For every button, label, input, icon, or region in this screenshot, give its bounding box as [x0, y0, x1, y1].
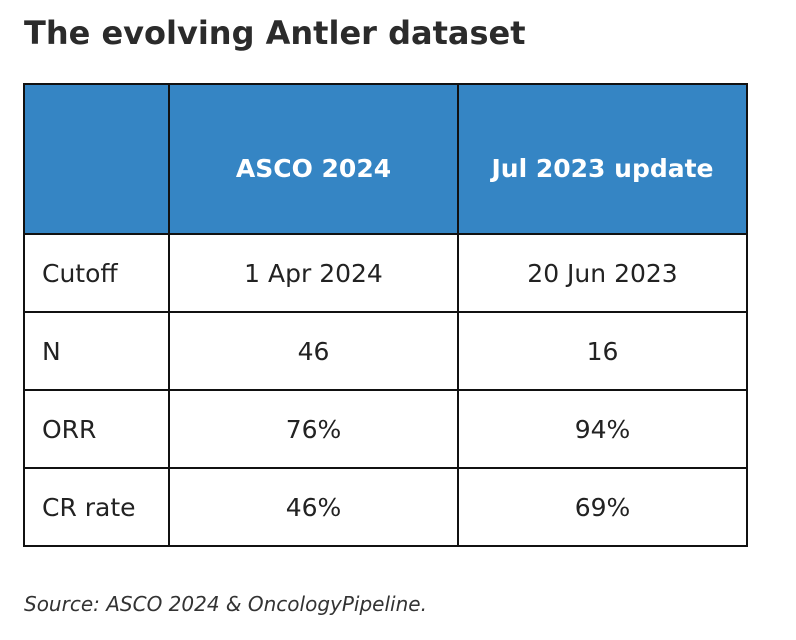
row-label-cr-rate: CR rate — [23, 467, 170, 547]
table-row: ORR 76% 94% — [23, 389, 748, 469]
source-note: Source: ASCO 2024 & OncologyPipeline. — [24, 592, 427, 616]
column-header-asco-2024: ASCO 2024 — [168, 83, 459, 235]
cell-cr-rate-jul-2023: 69% — [457, 467, 748, 547]
cell-orr-jul-2023: 94% — [457, 389, 748, 469]
table-row: N 46 16 — [23, 311, 748, 391]
header-corner-cell — [23, 83, 170, 235]
column-header-jul-2023-update: Jul 2023 update — [457, 83, 748, 235]
table-row: Cutoff 1 Apr 2024 20 Jun 2023 — [23, 233, 748, 313]
cell-orr-asco-2024: 76% — [168, 389, 459, 469]
row-label-orr: ORR — [23, 389, 170, 469]
cell-n-jul-2023: 16 — [457, 311, 748, 391]
cell-n-asco-2024: 46 — [168, 311, 459, 391]
comparison-table: ASCO 2024 Jul 2023 update Cutoff 1 Apr 2… — [23, 83, 748, 547]
cell-cutoff-asco-2024: 1 Apr 2024 — [168, 233, 459, 313]
table-header-row: ASCO 2024 Jul 2023 update — [23, 83, 748, 235]
cell-cr-rate-asco-2024: 46% — [168, 467, 459, 547]
row-label-n: N — [23, 311, 170, 391]
table-row: CR rate 46% 69% — [23, 467, 748, 547]
row-label-cutoff: Cutoff — [23, 233, 170, 313]
cell-cutoff-jul-2023: 20 Jun 2023 — [457, 233, 748, 313]
page-title: The evolving Antler dataset — [24, 14, 526, 52]
